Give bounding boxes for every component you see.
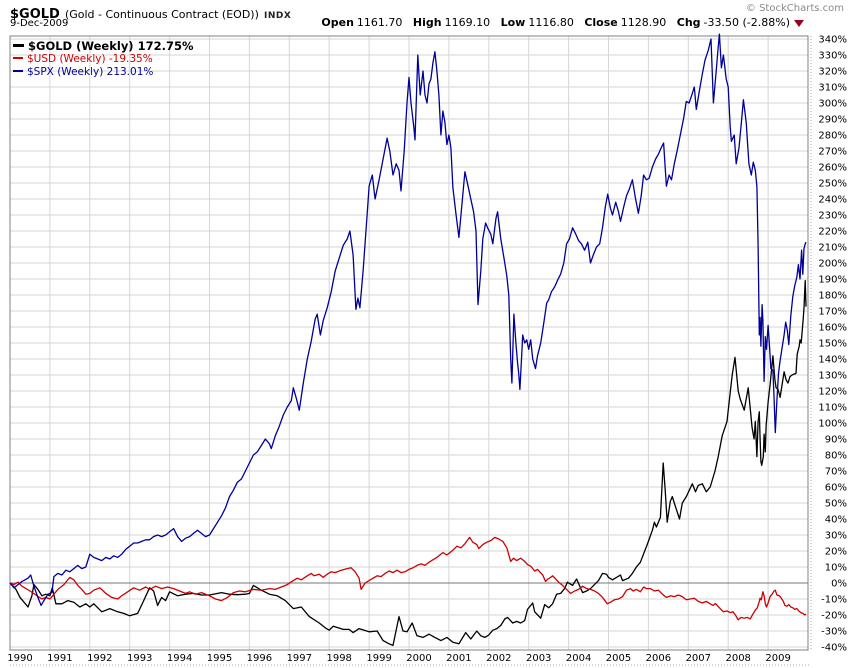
svg-text:-30%: -30% bbox=[821, 627, 847, 638]
svg-text:2000: 2000 bbox=[406, 653, 431, 664]
legend-label-usd: $USD (Weekly) -19.35% bbox=[27, 53, 153, 65]
svg-text:210%: 210% bbox=[818, 243, 847, 254]
quote-bar: Open 1161.70 High 1169.10 Low 1116.80 Close… bbox=[321, 16, 804, 29]
svg-text:2005: 2005 bbox=[606, 653, 631, 664]
svg-text:190%: 190% bbox=[818, 275, 847, 286]
svg-text:1999: 1999 bbox=[366, 653, 391, 664]
svg-text:200%: 200% bbox=[818, 259, 847, 270]
svg-text:1993: 1993 bbox=[127, 653, 152, 664]
svg-text:120%: 120% bbox=[818, 387, 847, 398]
open-label: Open bbox=[321, 16, 354, 29]
legend-item-gold: $GOLD (Weekly) 172.75% bbox=[13, 39, 193, 53]
svg-text:180%: 180% bbox=[818, 291, 847, 302]
close-value: 1128.90 bbox=[620, 16, 667, 29]
svg-text:150%: 150% bbox=[818, 339, 847, 350]
low-value: 1116.80 bbox=[528, 16, 574, 29]
svg-text:2008: 2008 bbox=[725, 653, 750, 664]
svg-text:2006: 2006 bbox=[646, 653, 671, 664]
svg-text:2009: 2009 bbox=[765, 653, 790, 664]
gold-line-swatch-icon bbox=[13, 44, 24, 47]
svg-text:1998: 1998 bbox=[326, 653, 351, 664]
svg-text:250%: 250% bbox=[818, 179, 847, 190]
svg-text:110%: 110% bbox=[818, 403, 847, 414]
chg-value: -33.50 (-2.88%) bbox=[703, 16, 790, 29]
svg-text:2001: 2001 bbox=[446, 653, 471, 664]
svg-text:-40%: -40% bbox=[821, 643, 847, 654]
change-down-arrow-icon bbox=[794, 19, 804, 27]
svg-text:1991: 1991 bbox=[47, 653, 72, 664]
svg-text:1995: 1995 bbox=[207, 653, 232, 664]
usd-line-swatch-icon bbox=[13, 57, 23, 59]
svg-text:340%: 340% bbox=[818, 35, 847, 46]
symbol-title: $GOLD bbox=[10, 7, 60, 22]
svg-text:1996: 1996 bbox=[247, 653, 272, 664]
svg-text:40%: 40% bbox=[825, 515, 847, 526]
svg-text:0%: 0% bbox=[831, 579, 847, 590]
svg-text:230%: 230% bbox=[818, 211, 847, 222]
svg-text:2004: 2004 bbox=[566, 653, 591, 664]
svg-text:1997: 1997 bbox=[287, 653, 312, 664]
svg-text:220%: 220% bbox=[818, 227, 847, 238]
svg-text:2007: 2007 bbox=[686, 653, 711, 664]
svg-text:100%: 100% bbox=[818, 419, 847, 430]
legend-item-spx: $SPX (Weekly) 213.01% bbox=[13, 66, 193, 79]
svg-text:170%: 170% bbox=[818, 307, 847, 318]
svg-text:280%: 280% bbox=[818, 131, 847, 142]
svg-text:320%: 320% bbox=[818, 67, 847, 78]
svg-text:70%: 70% bbox=[825, 467, 847, 478]
svg-text:-20%: -20% bbox=[821, 611, 847, 622]
svg-text:290%: 290% bbox=[818, 115, 847, 126]
svg-text:130%: 130% bbox=[818, 371, 847, 382]
svg-text:50%: 50% bbox=[825, 499, 847, 510]
svg-text:-10%: -10% bbox=[821, 595, 847, 606]
high-value: 1169.10 bbox=[444, 16, 491, 29]
svg-text:270%: 270% bbox=[818, 147, 847, 158]
chart-subtitle: (Gold - Continuous Contract (EOD)) bbox=[64, 8, 259, 21]
svg-text:80%: 80% bbox=[825, 451, 847, 462]
exchange-label: INDX bbox=[263, 11, 292, 21]
svg-text:330%: 330% bbox=[818, 51, 847, 62]
svg-text:1992: 1992 bbox=[87, 653, 112, 664]
svg-text:20%: 20% bbox=[825, 547, 847, 558]
legend-item-usd: $USD (Weekly) -19.35% bbox=[13, 53, 193, 66]
svg-text:160%: 160% bbox=[818, 323, 847, 334]
open-value: 1161.70 bbox=[356, 16, 403, 29]
svg-text:10%: 10% bbox=[825, 563, 847, 574]
svg-text:310%: 310% bbox=[818, 83, 847, 94]
svg-text:300%: 300% bbox=[818, 99, 847, 110]
low-label: Low bbox=[500, 16, 526, 29]
chart-date: 9-Dec-2009 bbox=[10, 18, 69, 29]
close-label: Close bbox=[584, 16, 618, 29]
svg-text:140%: 140% bbox=[818, 355, 847, 366]
chg-label: Chg bbox=[676, 16, 701, 29]
chart-title-row: $GOLD (Gold - Continuous Contract (EOD))… bbox=[10, 3, 291, 22]
svg-text:2002: 2002 bbox=[486, 653, 511, 664]
spx-line-swatch-icon bbox=[13, 70, 23, 72]
svg-text:240%: 240% bbox=[818, 195, 847, 206]
svg-text:90%: 90% bbox=[825, 435, 847, 446]
svg-text:1994: 1994 bbox=[167, 653, 192, 664]
legend-label-spx: $SPX (Weekly) 213.01% bbox=[27, 66, 154, 78]
svg-text:60%: 60% bbox=[825, 483, 847, 494]
copyright-label: © StockCharts.com bbox=[745, 3, 844, 14]
high-label: High bbox=[412, 16, 442, 29]
svg-text:2003: 2003 bbox=[526, 653, 551, 664]
svg-text:1990: 1990 bbox=[7, 653, 32, 664]
svg-text:30%: 30% bbox=[825, 531, 847, 542]
legend-label-gold: $GOLD (Weekly) 172.75% bbox=[28, 39, 194, 53]
chart-legend: $GOLD (Weekly) 172.75% $USD (Weekly) -19… bbox=[13, 39, 193, 79]
svg-text:260%: 260% bbox=[818, 163, 847, 174]
